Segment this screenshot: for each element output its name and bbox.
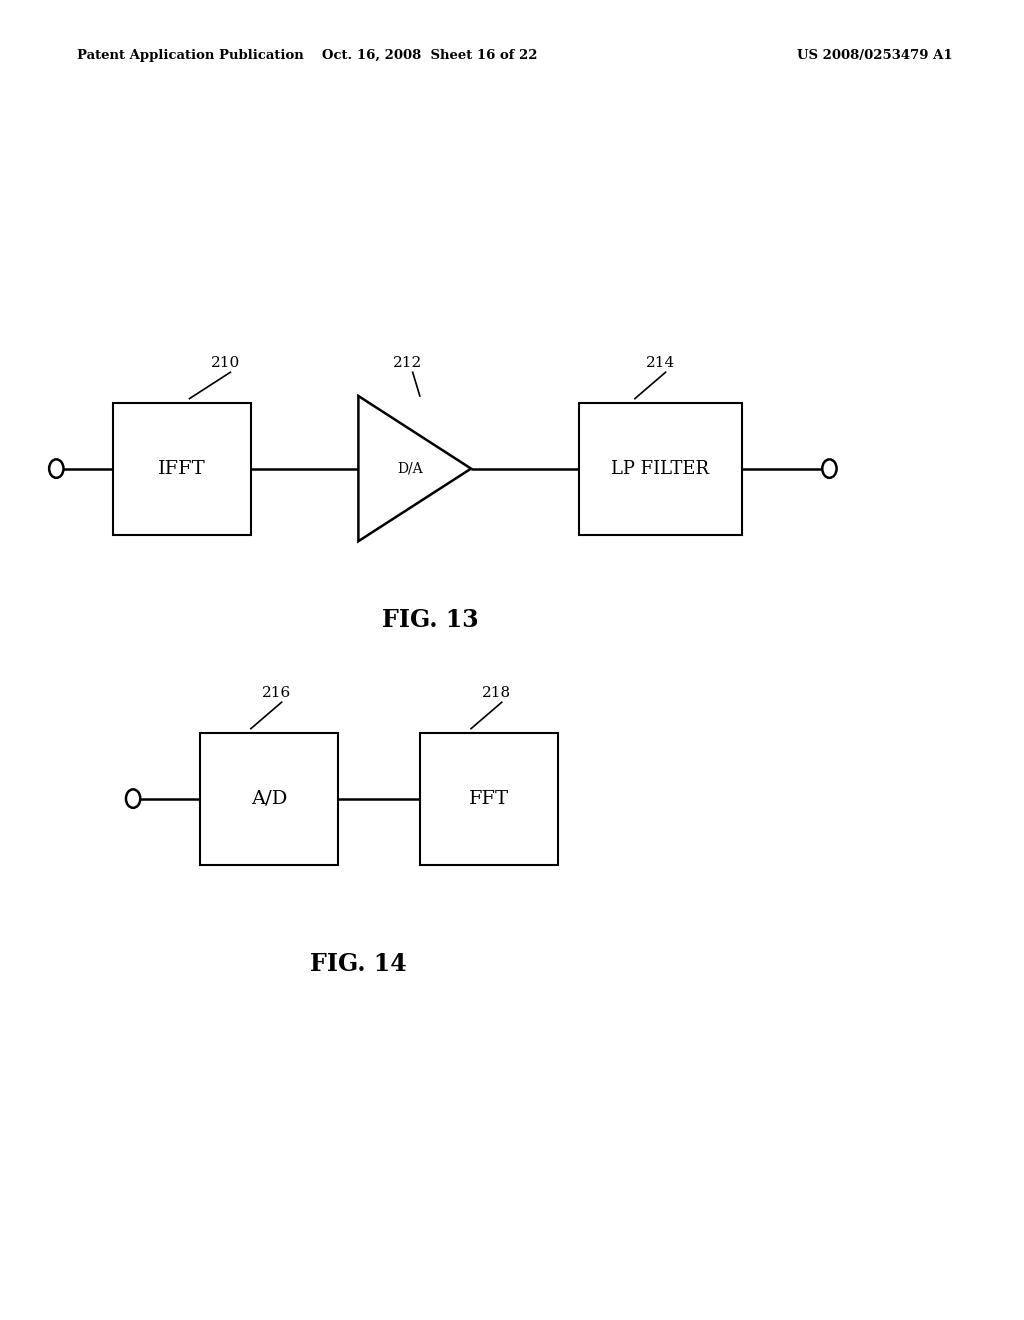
Text: A/D: A/D [251,789,287,808]
Text: 218: 218 [482,685,511,700]
Text: LP FILTER: LP FILTER [611,459,710,478]
Bar [113,403,251,535]
Text: 210: 210 [211,355,240,370]
Circle shape [49,459,63,478]
Bar [420,733,558,865]
Bar [200,733,338,865]
Text: 212: 212 [393,355,422,370]
Text: Oct. 16, 2008  Sheet 16 of 22: Oct. 16, 2008 Sheet 16 of 22 [323,49,538,62]
Text: IFFT: IFFT [158,459,206,478]
Polygon shape [358,396,471,541]
Bar [579,403,742,535]
Text: 214: 214 [646,355,675,370]
Text: US 2008/0253479 A1: US 2008/0253479 A1 [797,49,952,62]
Text: FIG. 14: FIG. 14 [310,952,407,975]
Text: Patent Application Publication: Patent Application Publication [77,49,303,62]
Text: 216: 216 [262,685,291,700]
Text: FIG. 13: FIG. 13 [382,609,478,632]
Circle shape [126,789,140,808]
Text: D/A: D/A [396,462,423,475]
Circle shape [822,459,837,478]
Text: FFT: FFT [469,789,509,808]
